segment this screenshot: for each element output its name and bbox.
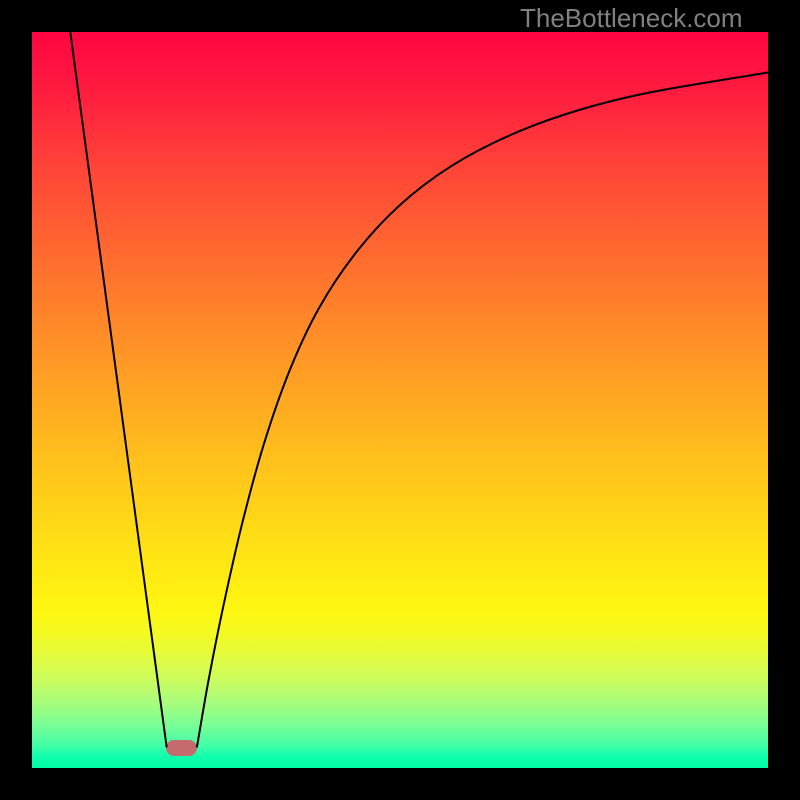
plot-area <box>32 32 768 768</box>
curve-left-segment <box>70 32 166 747</box>
curve-right-segment <box>197 72 768 747</box>
watermark-text: TheBottleneck.com <box>520 3 743 34</box>
bottleneck-curve <box>32 32 768 768</box>
